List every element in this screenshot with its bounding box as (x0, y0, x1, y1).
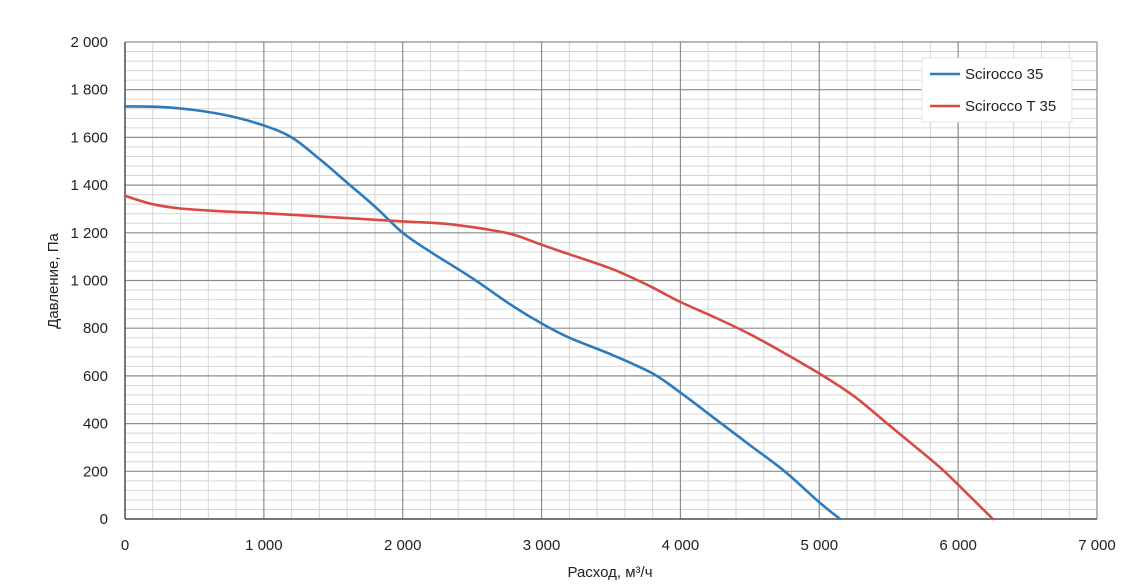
y-tick-label: 1 200 (70, 225, 108, 242)
x-tick-label: 1 000 (245, 537, 283, 554)
x-tick-label: 0 (121, 537, 129, 554)
x-axis-title: Расход, м³/ч (567, 564, 652, 581)
y-tick-label: 1 000 (70, 273, 108, 290)
legend-box (921, 57, 1073, 123)
x-tick-label: 4 000 (662, 537, 700, 554)
y-axis-ticks: 0 200 400 600 800 1 000 1 200 1 400 1 600 1 800 2 … (70, 34, 108, 528)
legend: Scirocco 35 Scirocco T 35 (921, 57, 1073, 123)
y-tick-label: 1 600 (70, 129, 108, 146)
x-tick-label: 5 000 (801, 537, 839, 554)
x-tick-label: 2 000 (384, 537, 422, 554)
legend-label-scirocco-35: Scirocco 35 (965, 66, 1043, 83)
x-tick-label: 7 000 (1078, 537, 1116, 554)
y-tick-label: 1 800 (70, 82, 108, 99)
x-tick-label: 6 000 (939, 537, 977, 554)
series-layer (123, 105, 995, 521)
y-tick-label: 1 400 (70, 177, 108, 194)
series-line-scirocco-t-35 (123, 194, 995, 521)
axes (124, 42, 1097, 520)
legend-label-scirocco-t-35: Scirocco T 35 (965, 98, 1056, 115)
series-line-scirocco-35 (123, 105, 842, 521)
x-axis-ticks: 0 1 000 2 000 3 000 4 000 5 000 6 000 7 000 (121, 537, 1116, 554)
y-tick-label: 600 (83, 368, 108, 385)
y-tick-label: 2 000 (70, 34, 108, 51)
y-axis-title: Давление, Па (45, 233, 62, 329)
x-tick-label: 3 000 (523, 537, 561, 554)
y-tick-label: 200 (83, 463, 108, 480)
y-tick-label: 400 (83, 416, 108, 433)
y-tick-label: 0 (100, 511, 108, 528)
y-tick-label: 800 (83, 320, 108, 337)
